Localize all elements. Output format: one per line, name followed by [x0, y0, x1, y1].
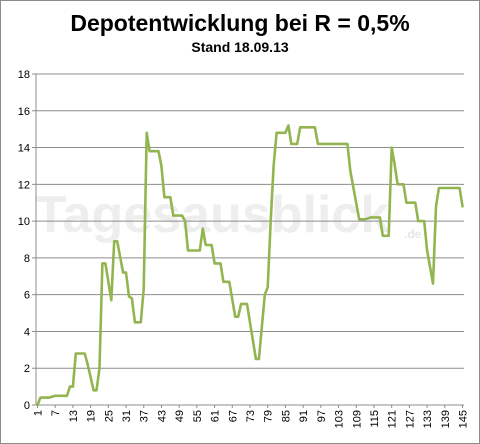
x-tick-label: 73: [245, 410, 257, 422]
x-tick-label: 79: [263, 410, 275, 422]
y-tick-label: 14: [18, 143, 30, 155]
x-tick-label: 103: [334, 410, 346, 428]
x-tick-label: 97: [316, 410, 328, 422]
x-tick-label: 19: [86, 410, 98, 422]
x-tick-label: 7: [50, 410, 62, 416]
x-tick-label: 85: [280, 410, 292, 422]
axes: [32, 73, 464, 408]
x-tick-label: 145: [458, 410, 470, 428]
y-tick-label: 8: [24, 253, 30, 265]
x-tick-label: 25: [103, 410, 115, 422]
chart-subtitle: Stand 18.09.13: [191, 39, 289, 55]
y-tick-label: 0: [24, 400, 30, 412]
x-tick-label: 139: [440, 410, 452, 428]
x-tick-label: 133: [422, 410, 434, 428]
x-tick-label: 1: [32, 410, 44, 416]
x-tick-label: 115: [369, 410, 381, 428]
series-group: [36, 124, 464, 407]
y-tick-label: 4: [24, 326, 30, 338]
watermark: Tagesausblick .de: [35, 186, 422, 244]
x-tick-label: 43: [156, 410, 168, 422]
x-tick-label: 31: [121, 410, 133, 422]
chart-title: Depotentwicklung bei R = 0,5%: [70, 10, 410, 36]
x-tick-label: 67: [227, 410, 239, 422]
y-tick-label: 12: [18, 179, 30, 191]
x-tick-label: 13: [68, 410, 80, 422]
y-tick-label: 10: [18, 216, 30, 228]
watermark-text: Tagesausblick: [35, 186, 390, 244]
x-tick-label: 55: [192, 410, 204, 422]
y-tick-label: 18: [18, 69, 30, 81]
y-tick-labels: 0 2 4 6 8 10 12 14 16 18: [18, 69, 30, 412]
x-tick-label: 91: [298, 410, 310, 422]
x-tick-labels: 1 7 13 19 25 31 37 43 49 55 61 67 73 79 85 91 97 103 109 11…: [32, 410, 469, 428]
x-tick-label: 49: [174, 410, 186, 422]
y-tick-label: 2: [24, 363, 30, 375]
y-tick-label: 6: [24, 290, 30, 302]
x-tick-label: 61: [210, 410, 222, 422]
x-tick-label: 109: [351, 410, 363, 428]
x-tick-label: 121: [387, 410, 399, 428]
series-line: [36, 124, 464, 407]
watermark-suffix: .de: [404, 227, 422, 241]
x-tick-label: 127: [404, 410, 416, 428]
y-tick-label: 16: [18, 106, 30, 118]
x-tick-label: 37: [139, 410, 151, 422]
gridlines: [36, 73, 464, 369]
